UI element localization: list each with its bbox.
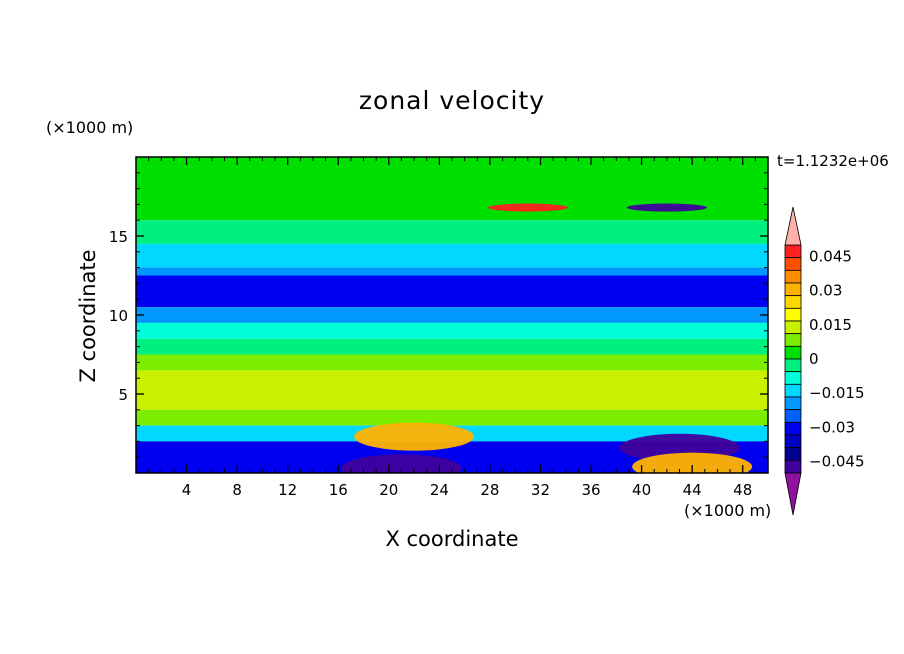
colorbar-under-triangle — [784, 472, 802, 516]
x-tick-label: 28 — [480, 481, 499, 499]
colorbar-segment — [784, 459, 802, 474]
colorbar-segment — [784, 447, 802, 461]
x-tick-label: 44 — [683, 481, 702, 499]
colorbar-segment — [784, 257, 802, 271]
time-label: t=1.1232e+06 — [777, 152, 889, 170]
colorbar-segment — [784, 333, 802, 347]
colorbar-over-triangle — [784, 206, 802, 246]
y-tick-label: 10 — [109, 307, 128, 325]
colorbar-segment — [784, 409, 802, 423]
field-layer — [136, 196, 768, 221]
field-layer — [136, 267, 768, 276]
field-layer — [136, 322, 768, 339]
colorbar-tick-label: 0 — [809, 350, 819, 368]
colorbar-segment — [784, 307, 802, 322]
x-tick-label: 12 — [278, 481, 297, 499]
y-tick-label: 5 — [118, 386, 128, 404]
field-feature — [487, 203, 568, 212]
x-axis-unit: (×1000 m) — [684, 501, 772, 520]
chart-title: zonal velocity — [358, 86, 546, 115]
x-tick-label: 32 — [531, 481, 550, 499]
field-feature — [626, 203, 707, 212]
y-axis-unit: (×1000 m) — [46, 118, 134, 137]
colorbar-tick-label: 0.03 — [809, 282, 842, 300]
field-layer — [136, 243, 768, 268]
field-feature — [341, 454, 462, 473]
field-layer — [136, 338, 768, 355]
colorbar: 0.045 0.03 0.015 0 −0.015 −0.03 −0.045 — [784, 206, 865, 516]
field-feature — [632, 452, 753, 473]
colorbar-segment — [784, 295, 802, 309]
x-tick-label: 8 — [232, 481, 242, 499]
field-layer — [136, 307, 768, 323]
x-axis-label-text: X coordinate — [385, 527, 519, 551]
colorbar-tick-label: −0.015 — [809, 384, 865, 402]
colorbar-segment — [784, 383, 802, 398]
colorbar-segment — [784, 371, 802, 385]
field-layer — [136, 157, 768, 197]
colorbar-tick-label: 0.015 — [809, 316, 852, 334]
field-feature — [354, 422, 475, 451]
colorbar-segment — [784, 269, 802, 284]
field-layer — [136, 370, 768, 410]
contour-field — [136, 157, 768, 473]
x-axis-label: X coordinate — [0, 527, 904, 551]
colorbar-segment — [784, 282, 802, 297]
colorbar-segment — [784, 320, 802, 335]
x-tick-label: 40 — [632, 481, 651, 499]
y-tick-label: 15 — [109, 228, 128, 246]
x-tick-label: 48 — [733, 481, 752, 499]
colorbar-tick-label: 0.045 — [809, 247, 852, 265]
colorbar-tick-label: −0.045 — [809, 453, 865, 471]
colorbar-segment — [784, 244, 802, 259]
colorbar-segment — [784, 358, 802, 373]
colorbar-segment — [784, 396, 802, 411]
x-tick-label: 36 — [581, 481, 600, 499]
x-tick-label: 16 — [329, 481, 348, 499]
colorbar-segment — [784, 345, 802, 360]
field-layer — [136, 409, 768, 426]
colorbar-tick-label: −0.03 — [809, 418, 855, 436]
field-layer — [136, 354, 768, 371]
colorbar-segment — [784, 421, 802, 436]
field-layer — [136, 220, 768, 244]
x-tick-label: 4 — [182, 481, 192, 499]
colorbar-segment — [784, 434, 802, 449]
field-layer — [136, 275, 768, 308]
x-tick-label: 24 — [430, 481, 449, 499]
x-tick-label: 20 — [379, 481, 398, 499]
